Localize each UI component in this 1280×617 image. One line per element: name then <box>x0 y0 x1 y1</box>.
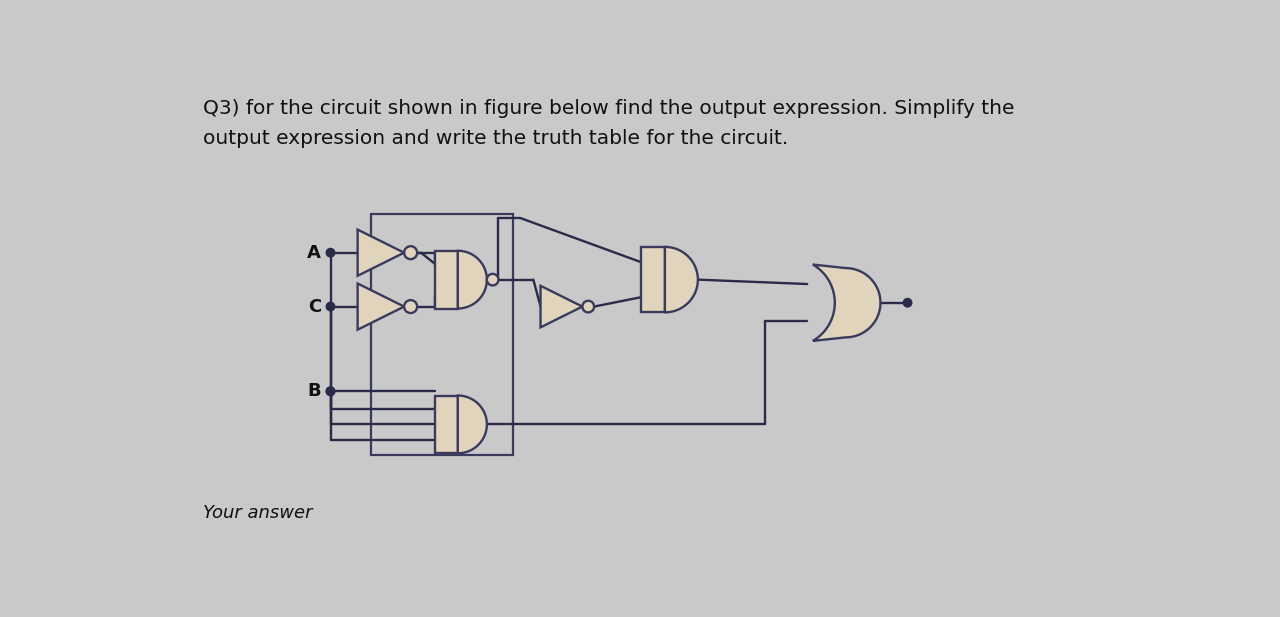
Circle shape <box>582 300 594 312</box>
Circle shape <box>326 302 335 311</box>
Polygon shape <box>664 247 698 312</box>
Polygon shape <box>813 265 881 341</box>
Text: Q3) for the circuit shown in figure below find the output expression. Simplify t: Q3) for the circuit shown in figure belo… <box>202 99 1014 118</box>
Text: A: A <box>307 244 321 262</box>
Circle shape <box>326 387 335 395</box>
Text: B: B <box>307 383 321 400</box>
Circle shape <box>486 274 498 286</box>
Text: Your answer: Your answer <box>202 504 312 522</box>
Polygon shape <box>458 251 486 308</box>
Polygon shape <box>540 286 582 328</box>
Bar <box>435 251 458 308</box>
Circle shape <box>404 246 417 259</box>
Circle shape <box>326 387 335 395</box>
Text: output expression and write the truth table for the circuit.: output expression and write the truth ta… <box>202 130 788 149</box>
Circle shape <box>404 300 417 313</box>
Circle shape <box>904 299 911 307</box>
Bar <box>435 395 458 453</box>
Text: C: C <box>308 297 321 315</box>
Polygon shape <box>357 230 404 276</box>
Polygon shape <box>357 283 404 329</box>
Circle shape <box>326 249 335 257</box>
Bar <box>371 214 512 455</box>
Polygon shape <box>458 395 486 453</box>
Bar <box>640 247 664 312</box>
